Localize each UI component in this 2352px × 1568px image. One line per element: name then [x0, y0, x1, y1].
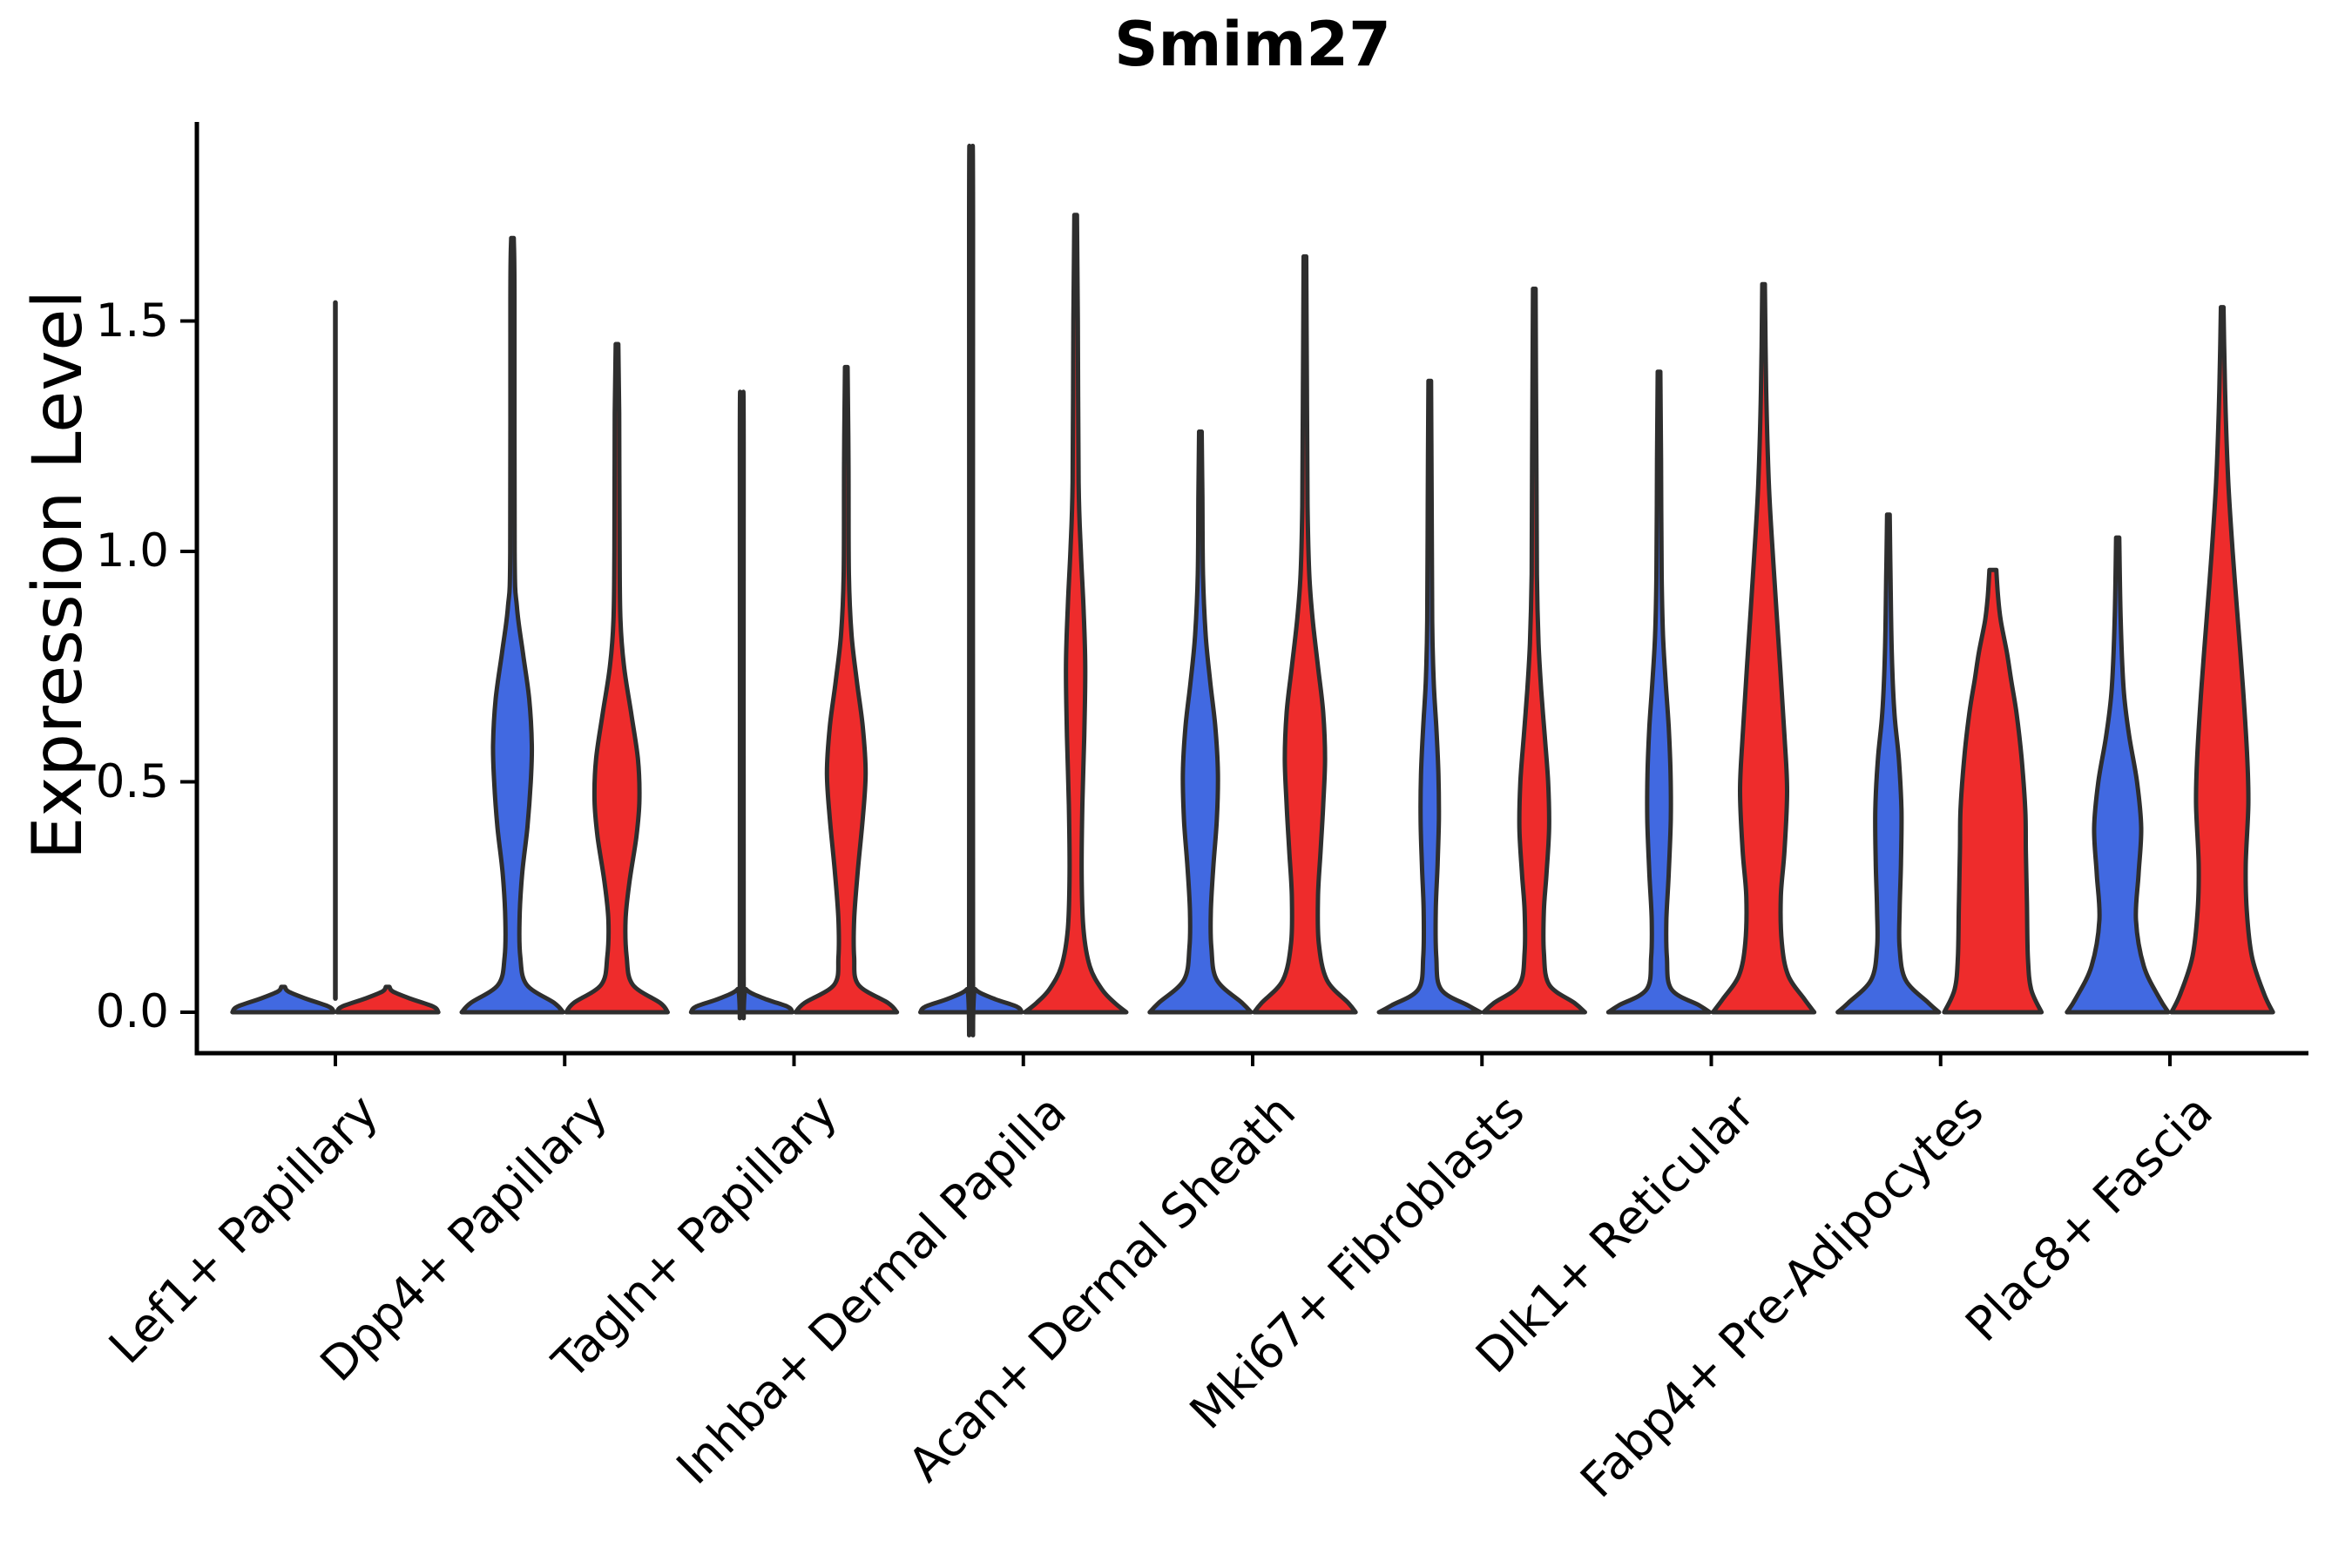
violin-2-blue [688, 389, 795, 1021]
violin-1-blue [459, 235, 565, 1015]
violin-3-blue [918, 144, 1024, 1037]
violin-3-red [1023, 213, 1129, 1015]
violin-5-red [1481, 287, 1587, 1015]
violin-0-red [335, 984, 441, 1015]
violin-7-blue [1835, 512, 1942, 1015]
violin-4-blue [1147, 429, 1254, 1015]
violin-8-red [2169, 305, 2275, 1015]
violin-8-blue [2065, 535, 2171, 1015]
violin-7-red [1942, 567, 2044, 1015]
chart-title: Smim27 [1114, 9, 1391, 80]
violin-6-red [1710, 281, 1817, 1015]
violin-6-blue [1605, 369, 1713, 1015]
violin-1-red [564, 341, 670, 1015]
violin-2-red [793, 364, 900, 1015]
violin-4-red [1252, 253, 1358, 1015]
violin-5-blue [1376, 378, 1483, 1015]
y-tick-label-0: 0.0 [95, 985, 169, 1038]
y-tick-label-1: 0.5 [95, 754, 169, 808]
violin-0-blue [230, 984, 336, 1015]
y-tick-label-2: 1.0 [95, 524, 169, 578]
y-tick-label-3: 1.5 [95, 294, 169, 348]
